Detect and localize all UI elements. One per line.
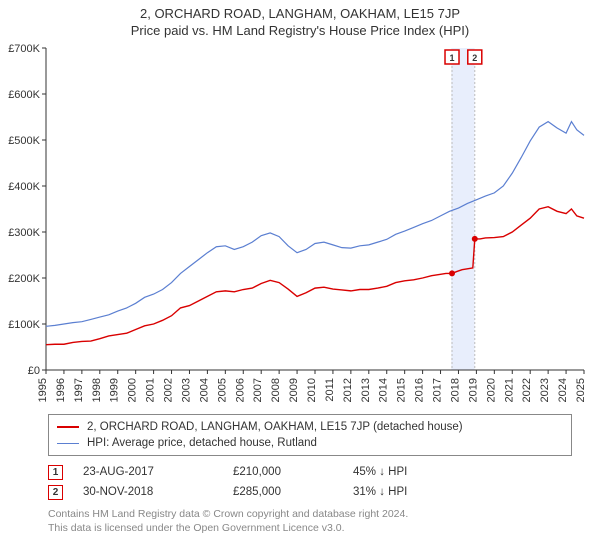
legend: 2, ORCHARD ROAD, LANGHAM, OAKHAM, LE15 7… [48, 414, 572, 456]
chart-subtitle: Price paid vs. HM Land Registry's House … [0, 23, 600, 38]
line-chart: £0 £100K £200K £300K £400K £500K £600K £700K 199… [0, 40, 600, 410]
legend-swatch [57, 443, 79, 444]
x-tick-label: 2011 [324, 378, 336, 402]
x-tick-label: 2018 [449, 378, 461, 402]
x-tick-label: 2006 [234, 378, 246, 402]
y-tick-label: £500K [8, 135, 40, 147]
sale-row: 1 23-AUG-2017£210,00045% ↓ HPI [48, 462, 572, 482]
chart-area: £0 £100K £200K £300K £400K £500K £600K £700K 199… [0, 40, 600, 410]
x-tick-label: 2015 [396, 378, 408, 402]
x-tick-label: 2001 [145, 378, 157, 402]
y-tick-label: £700K [8, 43, 40, 55]
x-tick-label: 2025 [575, 378, 587, 402]
x-tick-label: 2020 [485, 378, 497, 402]
x-tick-label: 2007 [252, 378, 264, 402]
sales-table: 1 23-AUG-2017£210,00045% ↓ HPI 2 30-NOV-201… [48, 462, 572, 502]
footnote-line: Contains HM Land Registry data © Crown c… [48, 508, 572, 522]
sale-delta: 45% ↓ HPI [353, 466, 473, 478]
legend-label: HPI: Average price, detached house, Rutl… [87, 437, 317, 449]
sale-date: 23-AUG-2017 [83, 466, 233, 478]
x-tick-label: 2021 [503, 378, 515, 402]
x-tick-label: 2019 [467, 378, 479, 402]
marker-badge-label: 2 [472, 53, 477, 63]
sale-price: £285,000 [233, 486, 353, 498]
series-price_paid [46, 207, 584, 345]
x-tick-label: 2023 [539, 378, 551, 402]
x-tick-label: 2010 [306, 378, 318, 402]
legend-item: HPI: Average price, detached house, Rutl… [57, 435, 563, 451]
x-tick-label: 2017 [432, 378, 444, 402]
x-tick-label: 1997 [73, 378, 85, 402]
chart-titles: 2, ORCHARD ROAD, LANGHAM, OAKHAM, LE15 7… [0, 0, 600, 40]
series-hpi [46, 122, 584, 327]
x-tick-label: 2005 [216, 378, 228, 402]
legend-swatch [57, 426, 79, 428]
x-tick-label: 2022 [521, 378, 533, 402]
x-tick-label: 2012 [342, 378, 354, 402]
x-tick-label: 2004 [198, 378, 210, 402]
x-tick-label: 2003 [180, 378, 192, 402]
x-tick-label: 2016 [414, 378, 426, 402]
sale-delta: 31% ↓ HPI [353, 486, 473, 498]
y-tick-label: £300K [8, 227, 40, 239]
x-tick-label: 2013 [360, 378, 372, 402]
x-tick-label: 2009 [288, 378, 300, 402]
x-tick-label: 1998 [91, 378, 103, 402]
x-tick-label: 2014 [378, 378, 390, 402]
x-tick-label: 2024 [557, 378, 569, 402]
y-tick-label: £600K [8, 89, 40, 101]
footnote: Contains HM Land Registry data © Crown c… [48, 508, 572, 535]
marker-badge-label: 1 [450, 53, 455, 63]
x-tick-label: 1996 [55, 378, 67, 402]
legend-item: 2, ORCHARD ROAD, LANGHAM, OAKHAM, LE15 7… [57, 419, 563, 435]
x-tick-label: 2008 [270, 378, 282, 402]
sale-row: 2 30-NOV-2018£285,00031% ↓ HPI [48, 482, 572, 502]
x-tick-label: 1999 [109, 378, 121, 402]
y-tick-label: £0 [28, 365, 40, 377]
y-tick-label: £200K [8, 273, 40, 285]
y-tick-label: £400K [8, 181, 40, 193]
legend-label: 2, ORCHARD ROAD, LANGHAM, OAKHAM, LE15 7… [87, 421, 463, 433]
sale-price: £210,000 [233, 466, 353, 478]
y-tick-label: £100K [8, 319, 40, 331]
x-tick-label: 2002 [163, 378, 175, 402]
x-tick-label: 1995 [37, 378, 49, 402]
x-tick-label: 2000 [127, 378, 139, 402]
sale-badge: 2 [48, 485, 63, 500]
sale-badge: 1 [48, 465, 63, 480]
chart-title: 2, ORCHARD ROAD, LANGHAM, OAKHAM, LE15 7… [0, 6, 600, 21]
footnote-line: This data is licensed under the Open Gov… [48, 522, 572, 536]
sale-date: 30-NOV-2018 [83, 486, 233, 498]
